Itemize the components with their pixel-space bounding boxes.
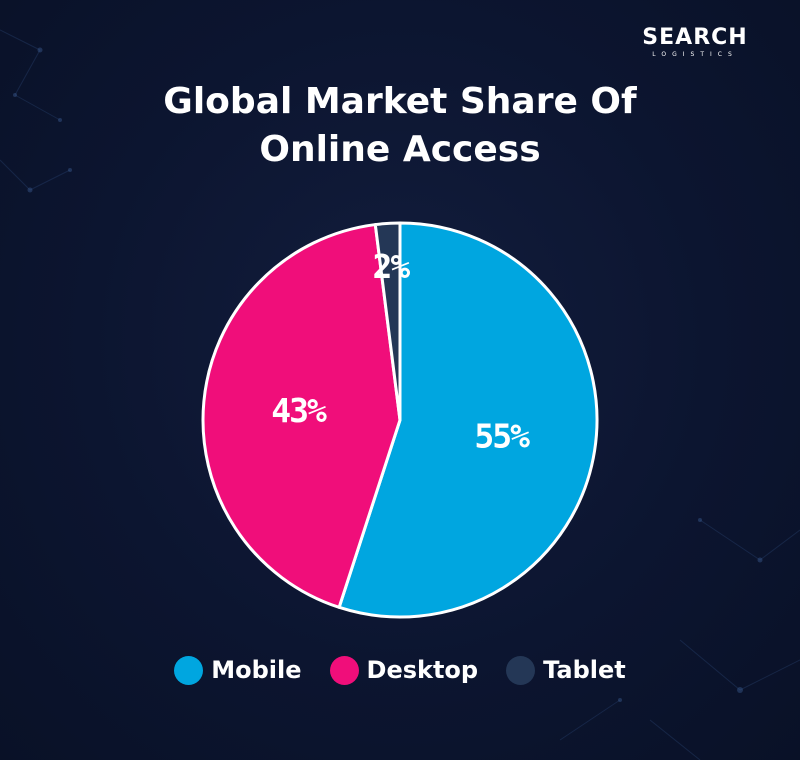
legend-label-tablet: Tablet xyxy=(543,656,626,684)
slice-label-desktop: 43% xyxy=(271,391,327,430)
search-logistics-logo: SEARCH LOGISTICS xyxy=(620,26,770,59)
slice-label-mobile: 55% xyxy=(474,417,530,456)
chart-title: Global Market Share Of Online Access xyxy=(163,81,637,170)
legend-item-desktop: Desktop xyxy=(329,655,479,685)
pie-slice-desktop xyxy=(201,223,402,609)
legend-label-mobile: Mobile xyxy=(211,656,302,684)
legend-item-mobile: Mobile xyxy=(174,655,302,685)
pie-slice-tablet xyxy=(373,221,402,422)
legend-item-tablet: Tablet xyxy=(506,655,626,685)
slice-label-tablet: 2% xyxy=(372,247,410,286)
chart-legend: Mobile Desktop Tablet xyxy=(0,648,800,692)
legend-swatch-tablet xyxy=(506,655,536,685)
pie-slice-mobile xyxy=(337,221,599,619)
legend-swatch-mobile xyxy=(174,655,204,685)
legend-label-desktop: Desktop xyxy=(366,656,479,684)
logo-wordmark: SEARCH xyxy=(642,25,748,50)
logo-tagline: LOGISTICS xyxy=(652,51,738,58)
legend-swatch-desktop xyxy=(329,655,359,685)
